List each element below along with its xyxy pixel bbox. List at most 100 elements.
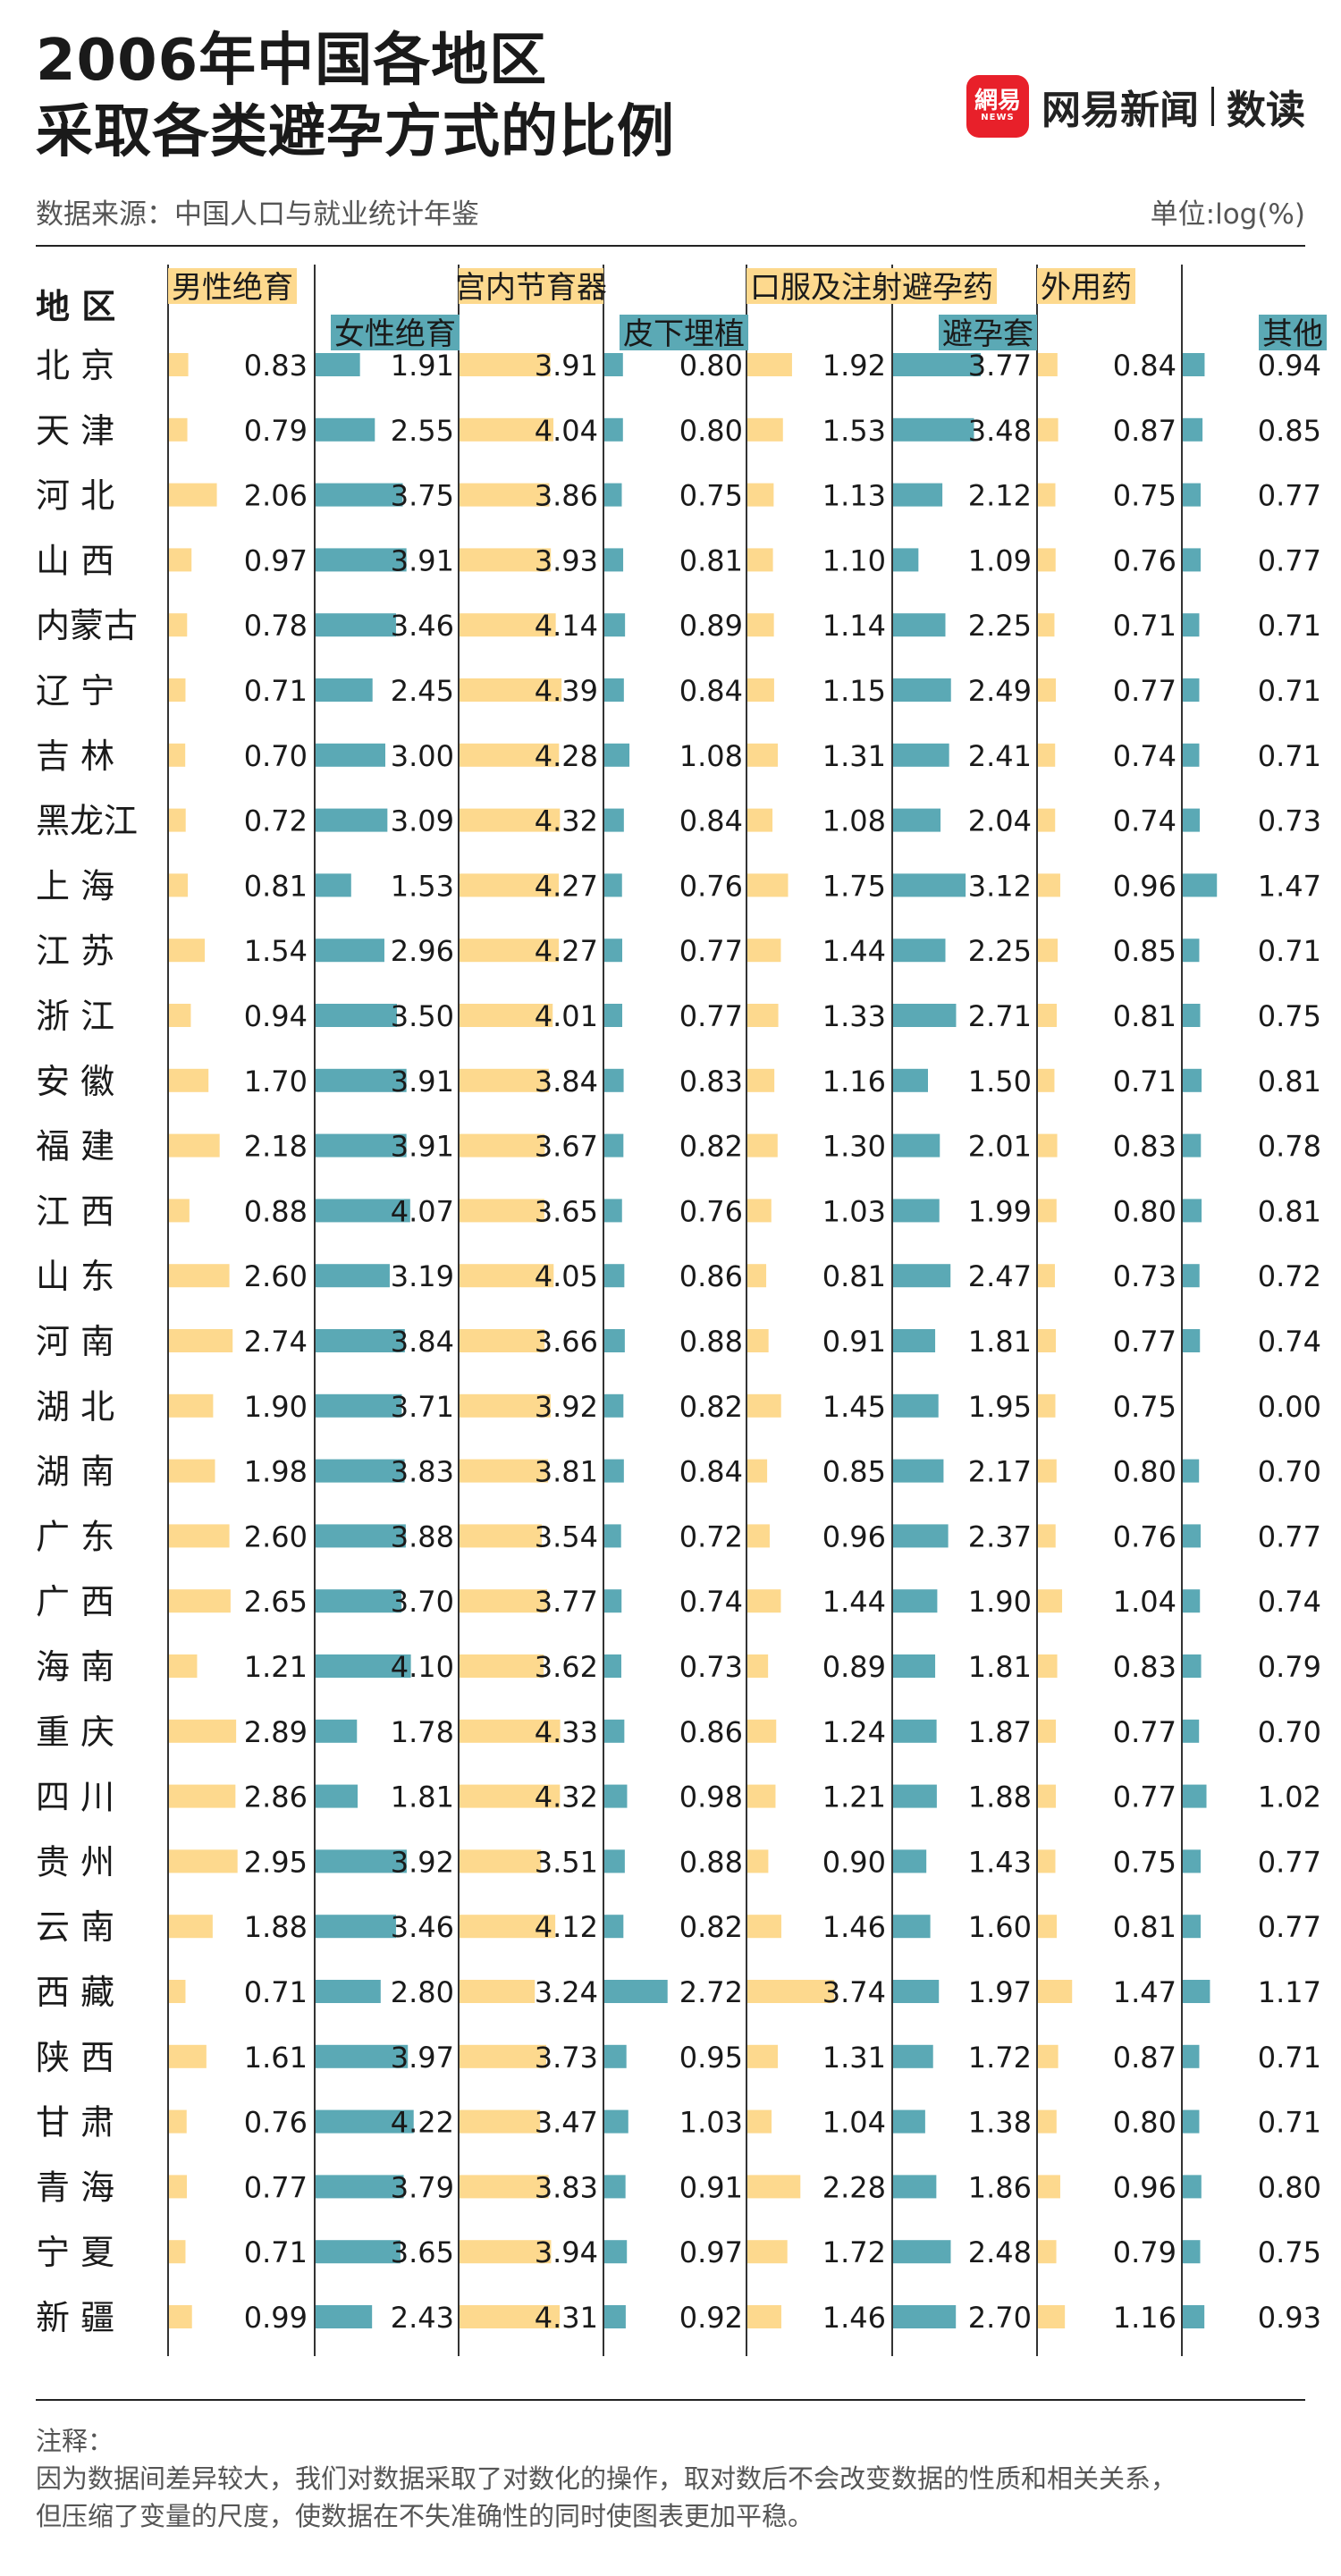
bar-5	[893, 808, 941, 832]
bar-1	[316, 743, 385, 767]
value-label-0: 0.97	[244, 543, 308, 577]
bar-1	[316, 1459, 405, 1483]
title-line-1: 2006年中国各地区	[36, 28, 548, 94]
value-label-3: 0.80	[679, 349, 743, 383]
bar-0	[169, 939, 206, 963]
bar-0	[169, 1199, 190, 1223]
bar-0	[169, 548, 192, 572]
value-label-1: 4.10	[391, 1650, 454, 1684]
bar-5	[893, 1264, 951, 1288]
bar-3	[604, 1329, 625, 1352]
bar-7	[1183, 1004, 1201, 1027]
value-label-6: 0.80	[1113, 1194, 1177, 1228]
value-label-2: 3.62	[535, 1650, 598, 1684]
value-label-6: 0.77	[1113, 1325, 1177, 1359]
region-label: 陕 西	[36, 2038, 114, 2077]
value-label-4: 1.75	[822, 869, 886, 903]
region-label: 四 川	[36, 1778, 114, 1817]
bar-0	[169, 1524, 230, 1548]
bar-6	[1038, 1459, 1057, 1483]
bar-4	[747, 1199, 772, 1223]
value-label-6: 0.74	[1113, 804, 1177, 838]
value-label-7: 0.72	[1258, 1259, 1321, 1293]
bar-4	[747, 743, 779, 767]
bar-1	[316, 483, 403, 507]
value-label-2: 4.27	[535, 934, 598, 968]
value-label-4: 1.30	[822, 1130, 886, 1164]
unit-label: 单位:log(%)	[1150, 198, 1305, 231]
value-label-6: 1.04	[1113, 1585, 1177, 1619]
bar-0	[169, 2305, 192, 2328]
value-label-1: 1.53	[391, 869, 454, 903]
value-label-1: 3.75	[391, 479, 454, 513]
value-label-4: 1.46	[822, 2301, 886, 2335]
bar-5	[893, 1915, 931, 1939]
value-label-2: 4.33	[535, 1715, 598, 1749]
value-label-6: 0.79	[1113, 2235, 1177, 2269]
bar-6	[1038, 1849, 1056, 1873]
region-label: 北 京	[36, 346, 114, 385]
bar-6	[1038, 808, 1056, 832]
bar-3	[604, 1068, 624, 1092]
bar-1	[316, 1393, 402, 1418]
value-label-0: 1.90	[244, 1390, 308, 1424]
value-label-6: 0.77	[1113, 1780, 1177, 1814]
bar-6	[1038, 1654, 1058, 1678]
value-label-4: 1.21	[822, 1780, 886, 1814]
header-bg-7	[1259, 315, 1327, 350]
bar-1	[316, 1784, 358, 1808]
logo-subtext: NEWS	[981, 113, 1015, 122]
logo-text: 網易	[974, 88, 1021, 114]
bar-1	[316, 1589, 402, 1613]
bar-7	[1183, 678, 1200, 702]
bar-7	[1183, 1459, 1200, 1483]
value-label-7: 0.74	[1258, 1585, 1321, 1619]
value-label-6: 0.75	[1113, 479, 1177, 513]
bar-6	[1038, 1393, 1056, 1418]
value-label-0: 0.72	[244, 804, 308, 838]
value-label-7: 0.93	[1258, 2301, 1321, 2335]
bar-0	[169, 1719, 237, 1743]
value-label-0: 0.83	[244, 349, 308, 383]
value-label-5: 2.49	[968, 674, 1032, 708]
value-label-0: 0.70	[244, 739, 308, 773]
note-line-2: 但压缩了变量的尺度，使数据在不失准确性的同时使图表更加平稳。	[36, 2501, 814, 2531]
value-label-5: 2.70	[968, 2301, 1032, 2335]
value-label-3: 0.72	[679, 1520, 743, 1553]
value-label-1: 2.55	[391, 414, 454, 448]
value-label-7: 0.71	[1258, 674, 1321, 708]
note-title: 注释：	[36, 2426, 114, 2456]
bar-1	[316, 548, 407, 572]
bar-5	[893, 1784, 937, 1808]
bar-7	[1183, 417, 1203, 442]
bar-5	[893, 2240, 951, 2264]
value-label-3: 0.77	[679, 999, 743, 1033]
bar-2	[460, 1459, 549, 1483]
bar-4	[747, 2175, 801, 2199]
note-line-1: 因为数据间差异较大，我们对数据采取了对数化的操作，取对数后不会改变数据的性质和相…	[36, 2463, 1177, 2494]
value-label-0: 2.86	[244, 1780, 308, 1814]
value-label-2: 3.93	[535, 543, 598, 577]
value-label-6: 0.71	[1113, 609, 1177, 643]
value-label-2: 3.91	[535, 349, 598, 383]
value-label-7: 0.94	[1258, 349, 1321, 383]
bar-5	[893, 483, 943, 507]
value-label-4: 0.85	[822, 1455, 886, 1489]
bar-0	[169, 483, 217, 507]
bar-2	[460, 1393, 551, 1418]
value-label-5: 1.60	[968, 1910, 1032, 1944]
bar-3	[604, 1393, 624, 1418]
bar-1	[316, 1980, 381, 2003]
bar-6	[1038, 1915, 1058, 1939]
bar-1	[316, 417, 375, 442]
value-label-5: 2.25	[968, 934, 1032, 968]
value-label-3: 0.73	[679, 1650, 743, 1684]
value-label-0: 1.98	[244, 1455, 308, 1489]
value-label-4: 1.31	[822, 2041, 886, 2075]
bar-3	[604, 1004, 623, 1027]
value-label-1: 3.79	[391, 2170, 454, 2204]
bar-6	[1038, 939, 1058, 963]
bar-5	[893, 1133, 940, 1158]
value-label-3: 0.74	[679, 1585, 743, 1619]
bar-3	[604, 873, 622, 897]
